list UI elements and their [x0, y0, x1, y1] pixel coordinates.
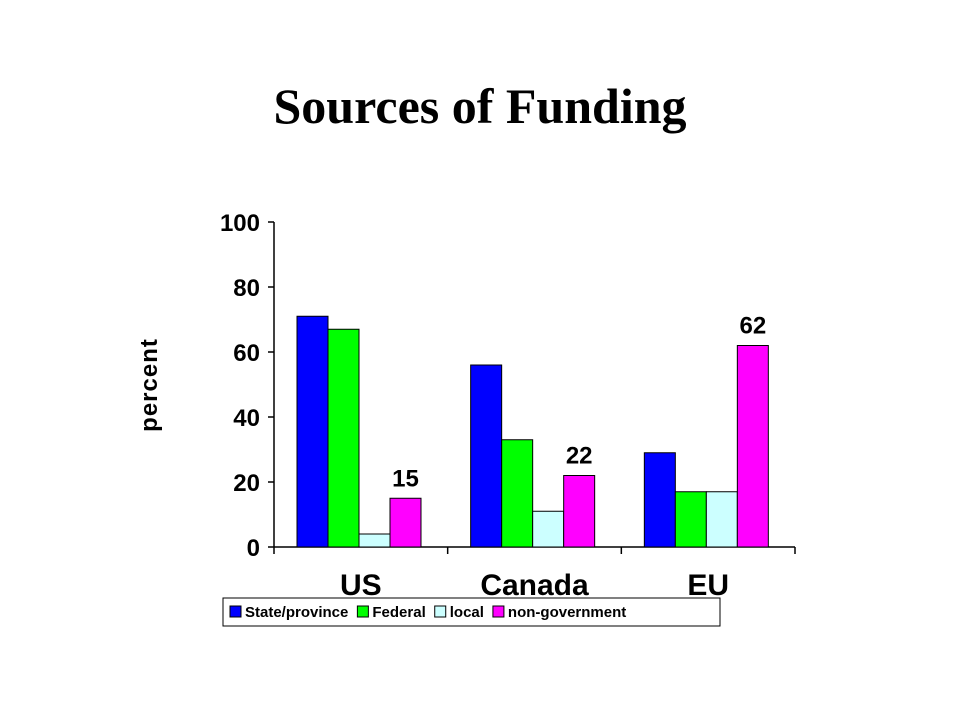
- legend-label-federal: Federal: [372, 604, 425, 621]
- bar-non-government-eu: [736, 345, 769, 548]
- bar-federal-canada: [501, 439, 534, 548]
- bar-non-government-us: [389, 497, 422, 548]
- x-category-label-eu: EU: [687, 569, 729, 602]
- bar-federal-eu: [674, 491, 707, 548]
- bar-federal-us: [327, 328, 360, 548]
- data-label-eu: 62: [739, 313, 766, 340]
- y-tick-label-0: 0: [247, 535, 260, 562]
- legend-swatch-non-government: [492, 605, 505, 618]
- x-category-label-canada: Canada: [480, 569, 589, 602]
- x-category-label-us: US: [340, 569, 382, 602]
- legend-swatch-state-province: [229, 605, 242, 618]
- y-tick-label-60: 60: [233, 340, 260, 367]
- legend-swatch-federal: [356, 605, 369, 618]
- bar-state-province-eu: [643, 452, 676, 548]
- y-tick-label-40: 40: [233, 405, 260, 432]
- bar-local-eu: [705, 491, 738, 548]
- bar-state-province-us: [296, 315, 329, 548]
- y-tick-label-20: 20: [233, 470, 260, 497]
- data-label-us: 15: [392, 465, 419, 492]
- bar-non-government-canada: [563, 475, 596, 548]
- y-axis-title: percent: [136, 338, 163, 432]
- bar-local-canada: [532, 510, 565, 548]
- legend-swatch-local: [434, 605, 447, 618]
- legend-label-non-government: non-government: [508, 604, 626, 621]
- y-tick-label-80: 80: [233, 275, 260, 302]
- y-tick-label-100: 100: [220, 210, 260, 237]
- data-label-canada: 22: [566, 443, 593, 470]
- legend-label-state-province: State/province: [245, 604, 348, 621]
- bar-state-province-canada: [470, 364, 503, 548]
- bar-local-us: [358, 533, 391, 548]
- legend-box: [222, 597, 721, 627]
- slide-title: Sources of Funding: [273, 78, 687, 134]
- legend-label-local: local: [450, 604, 484, 621]
